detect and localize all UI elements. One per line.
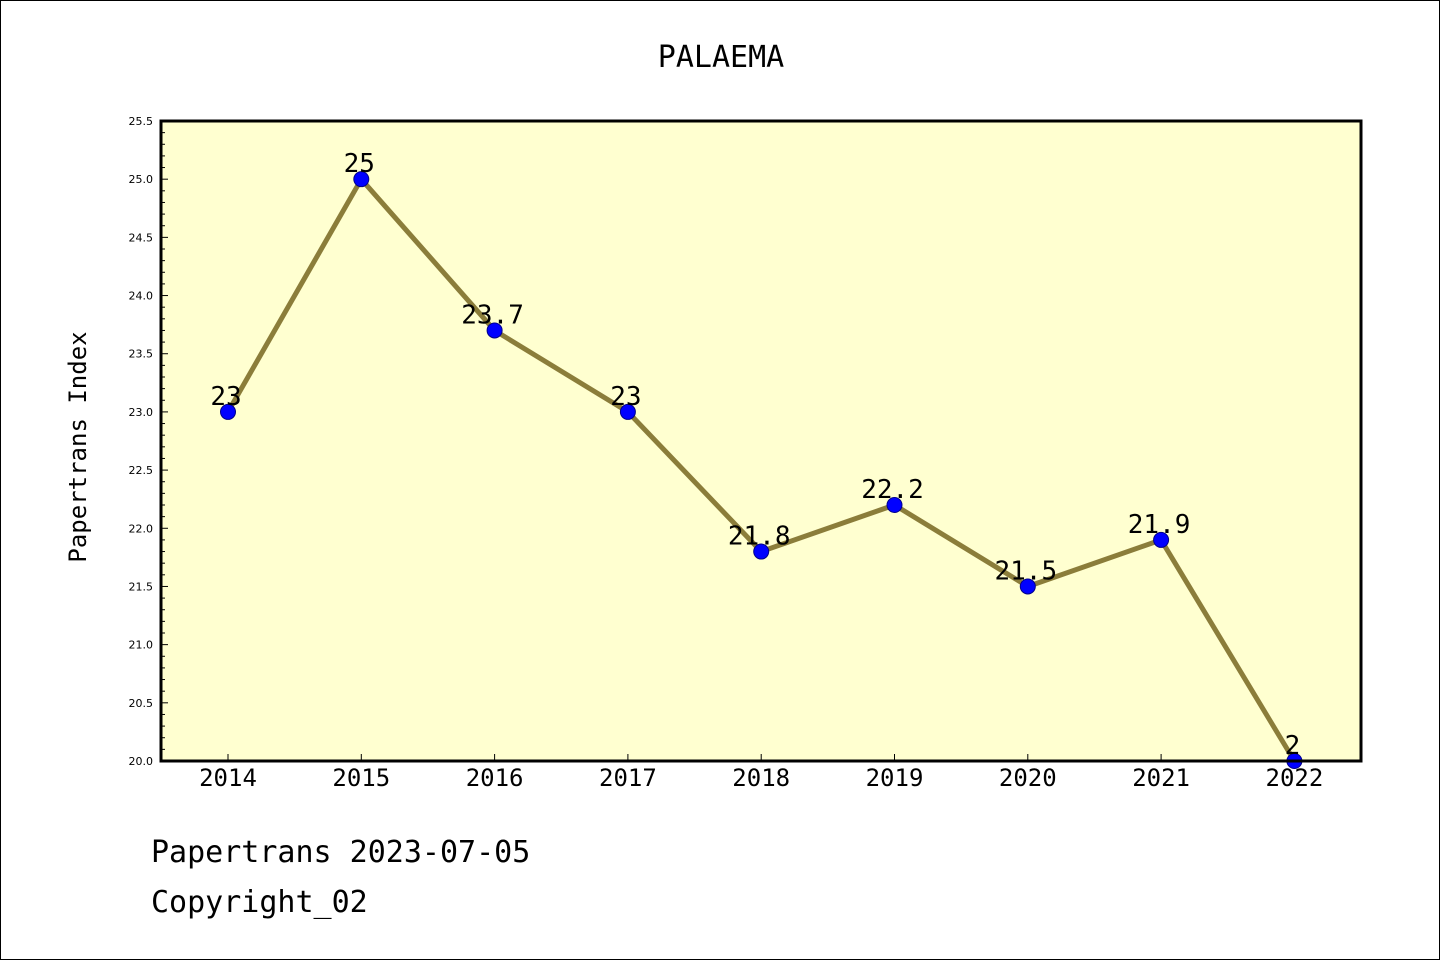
data-point: [220, 403, 236, 420]
y-axis-label: Papertrans Index: [64, 331, 92, 562]
data-point: [486, 322, 503, 339]
y-tick-label: 20.0: [129, 755, 154, 768]
data-label: 22.2: [861, 475, 924, 505]
x-tick-label: 2016: [466, 764, 524, 792]
data-point: [619, 403, 636, 420]
y-tick-label: 25.0: [129, 173, 154, 186]
data-point: [753, 543, 770, 560]
x-tick-label: 2015: [332, 764, 390, 792]
data-label: 23: [610, 382, 641, 412]
plot-border: [159, 119, 1363, 763]
data-label: 25: [344, 149, 375, 179]
x-tick-label: 2019: [866, 764, 924, 792]
footer-date-text: Papertrans 2023-07-05: [151, 835, 531, 870]
x-tick-label: 2021: [1132, 764, 1190, 792]
y-tick-label: 21.0: [129, 639, 154, 652]
y-tick-label: 22.5: [129, 464, 154, 477]
chart-title: PALAEMA: [658, 40, 784, 75]
data-label: 23.7: [461, 300, 524, 330]
data-point: [353, 171, 370, 188]
y-tick-label: 23.5: [129, 348, 154, 361]
data-label: 21.5: [994, 556, 1057, 586]
data-labels: 23 25 23.7 23 21.8 22.2 21.5 21.9 2: [210, 149, 1300, 761]
y-axis-ticks: 20.0 20.5 21.0 21.5 22.0 22.5 23.0 23.5 24.0 24.5…: [129, 115, 168, 768]
data-label: 23: [210, 382, 241, 412]
data-point: [1153, 531, 1170, 548]
data-markers: [220, 171, 1303, 769]
plot-area: [161, 121, 1361, 761]
footer-copyright-text: Copyright_02: [151, 885, 368, 920]
x-tick-label: 2020: [999, 764, 1057, 792]
x-tick-label: 2018: [732, 764, 790, 792]
x-tick-label: 2017: [599, 764, 657, 792]
y-tick-label: 24.0: [129, 290, 154, 303]
y-tick-label: 24.5: [129, 231, 154, 244]
y-tick-label: 20.5: [129, 697, 154, 710]
y-tick-label: 25.5: [129, 115, 154, 128]
y-tick-label: 23.0: [129, 406, 154, 419]
data-label: 21.9: [1128, 510, 1191, 540]
data-label: 2: [1285, 731, 1301, 761]
x-axis-ticks: 2014 2015 2016 2017 2018 2019 2020 2021 2022: [199, 754, 1323, 792]
data-point: [886, 497, 903, 513]
x-tick-label: 2014: [199, 764, 257, 792]
y-tick-label: 22.0: [129, 522, 154, 535]
data-label: 21.8: [728, 522, 791, 552]
data-point: [1019, 578, 1036, 595]
y-tick-label: 21.5: [129, 580, 154, 593]
